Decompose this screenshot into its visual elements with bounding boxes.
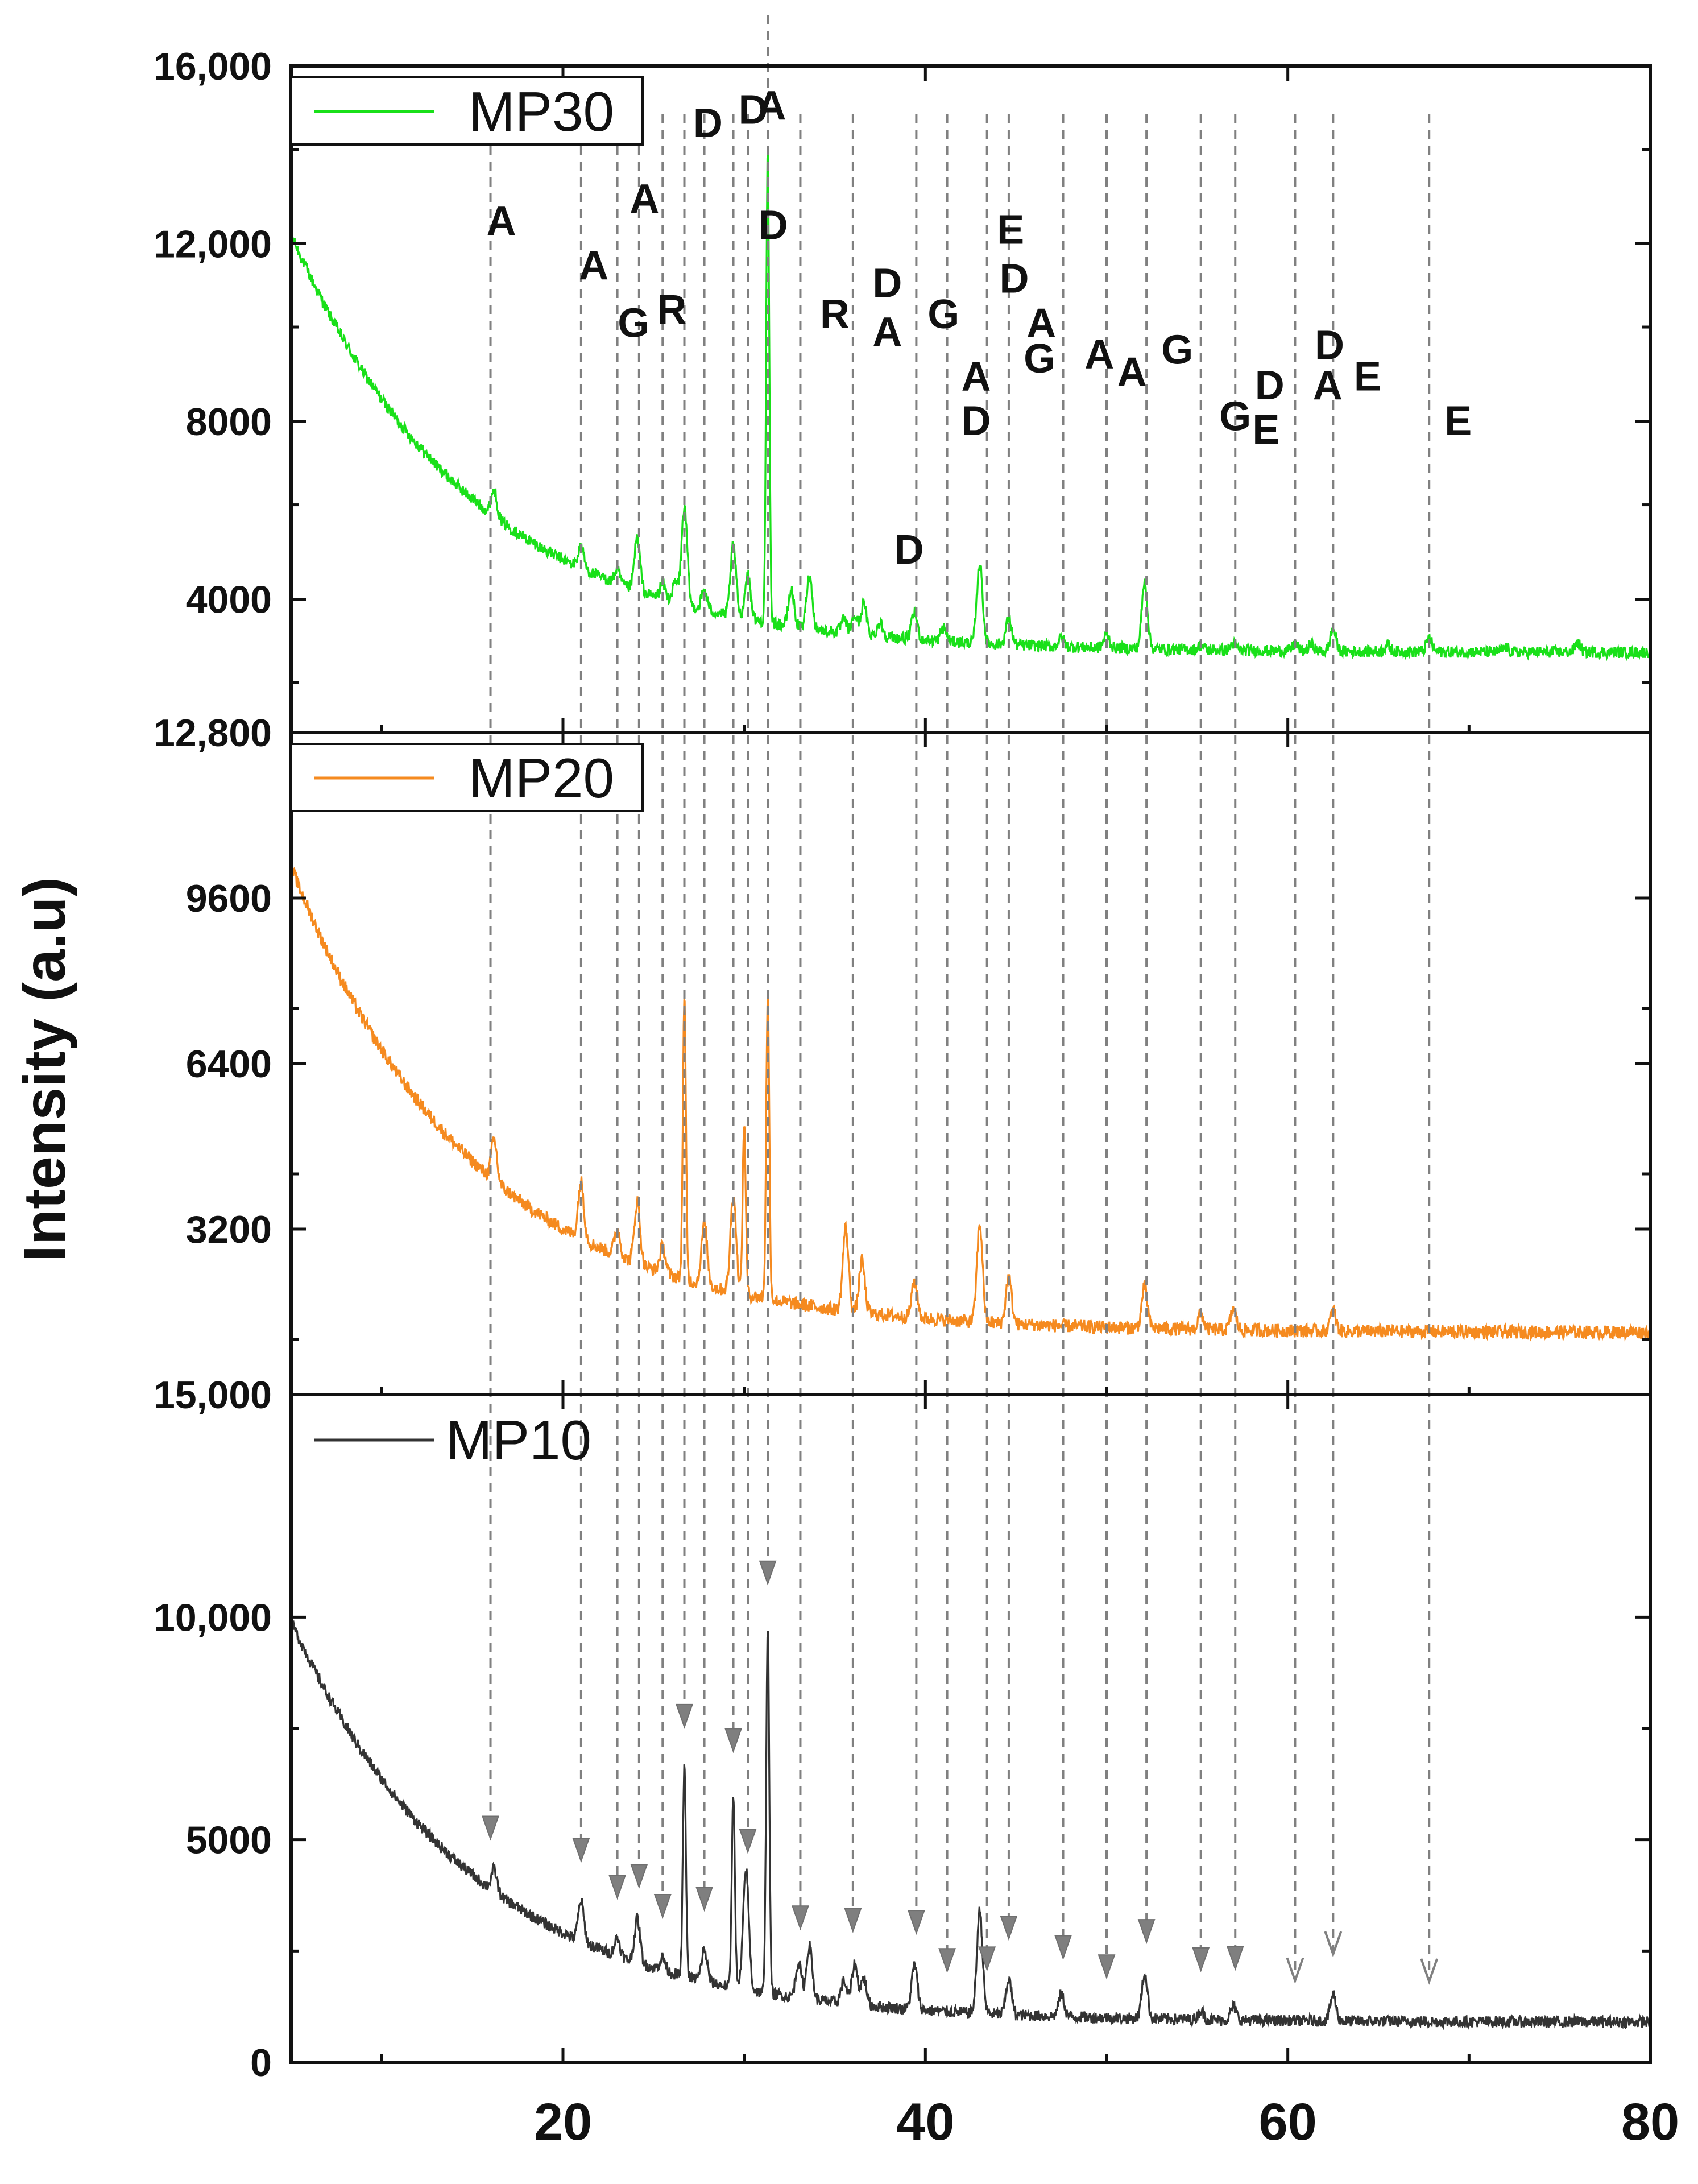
peak-label-A: A: [962, 354, 991, 399]
peak-marker: [1192, 1947, 1210, 1972]
peak-marker-open: [1420, 1958, 1439, 1985]
peak-marker: [1137, 1919, 1156, 1945]
peak-label-D: D: [739, 88, 768, 133]
peak-label-D: D: [759, 203, 788, 249]
peak-label-A: A: [872, 309, 902, 355]
peak-marker: [759, 1560, 777, 1586]
y-tick-label: 9600: [186, 877, 272, 920]
peak-marker: [676, 1703, 693, 1729]
peak-marker: [724, 1728, 742, 1753]
series-MP20: [290, 863, 1651, 1342]
y-tick-label: 16,000: [154, 45, 272, 88]
x-tick-label: 80: [1621, 2093, 1679, 2151]
y-tick-label: 4000: [186, 578, 272, 622]
peak-marker: [938, 1948, 956, 1974]
peak-label-A: A: [1026, 301, 1056, 346]
series-MP10: [290, 1618, 1651, 2030]
peak-label-A: A: [579, 243, 608, 288]
panel-frame: [289, 731, 1652, 1396]
peak-label-A: A: [1313, 363, 1343, 408]
legend-label: MP10: [446, 1409, 591, 1471]
legend-label: MP20: [469, 747, 614, 809]
y-tick-label: 12,800: [154, 712, 272, 755]
panel-frame: [289, 1393, 1652, 2064]
legend-label: MP30: [469, 80, 614, 143]
peak-marker: [907, 1910, 925, 1935]
peak-label-A: A: [756, 83, 786, 129]
peak-label-R: R: [657, 287, 686, 333]
peak-label-E: E: [997, 208, 1024, 253]
peak-label-D: D: [1255, 363, 1285, 408]
peak-label-D: D: [999, 256, 1029, 301]
peak-marker: [695, 1887, 713, 1912]
x-tick-label: 60: [1258, 2093, 1316, 2151]
x-tick-label: 40: [896, 2093, 954, 2151]
peak-marker: [1054, 1935, 1072, 1960]
peak-label-E: E: [1354, 354, 1381, 399]
peak-label-G: G: [1219, 394, 1251, 440]
peak-label-R: R: [820, 292, 850, 337]
peak-marker-open: [1324, 1931, 1343, 1958]
y-tick-label: 6400: [186, 1043, 272, 1086]
peak-marker: [1098, 1954, 1116, 1980]
peak-marker: [978, 1946, 996, 1972]
peak-marker: [482, 1815, 499, 1841]
peak-label-A: A: [629, 176, 659, 222]
peak-label-D: D: [894, 527, 924, 573]
y-tick-label: 10,000: [154, 1596, 272, 1639]
peak-marker: [1226, 1946, 1244, 1971]
peak-label-D: D: [962, 399, 991, 444]
y-tick-label: 0: [250, 2041, 272, 2084]
peak-label-A: A: [487, 198, 516, 244]
peak-label-D: D: [1315, 323, 1344, 369]
y-axis-label: Intensity (a.u): [12, 877, 78, 1261]
y-tick-label: 3200: [186, 1208, 272, 1251]
peak-marker: [608, 1875, 627, 1900]
peak-label-D: D: [693, 101, 723, 146]
peak-marker: [653, 1893, 672, 1919]
peak-label-G: G: [618, 301, 649, 346]
peak-label-A: A: [1117, 350, 1147, 395]
peak-label-A: A: [1084, 332, 1114, 377]
y-tick-label: 15,000: [154, 1374, 272, 1417]
peak-label-G: G: [1024, 336, 1055, 382]
peak-label-D: D: [872, 260, 902, 306]
peak-marker: [844, 1908, 862, 1933]
peak-marker: [739, 1829, 757, 1854]
peak-marker-open: [1286, 1957, 1304, 1984]
x-tick-label: 20: [534, 2093, 592, 2151]
peak-label-G: G: [927, 292, 959, 337]
peak-marker: [572, 1838, 590, 1863]
peak-marker: [1000, 1916, 1018, 1941]
peak-label-E: E: [1252, 407, 1279, 453]
series-MP30: [290, 150, 1651, 662]
peak-label-E: E: [1444, 399, 1472, 444]
y-tick-label: 5000: [186, 1819, 272, 1862]
y-tick-label: 12,000: [154, 223, 272, 266]
peak-marker: [792, 1905, 809, 1931]
peak-marker: [630, 1864, 648, 1889]
y-tick-label: 8000: [186, 400, 272, 444]
peak-label-G: G: [1161, 327, 1193, 373]
